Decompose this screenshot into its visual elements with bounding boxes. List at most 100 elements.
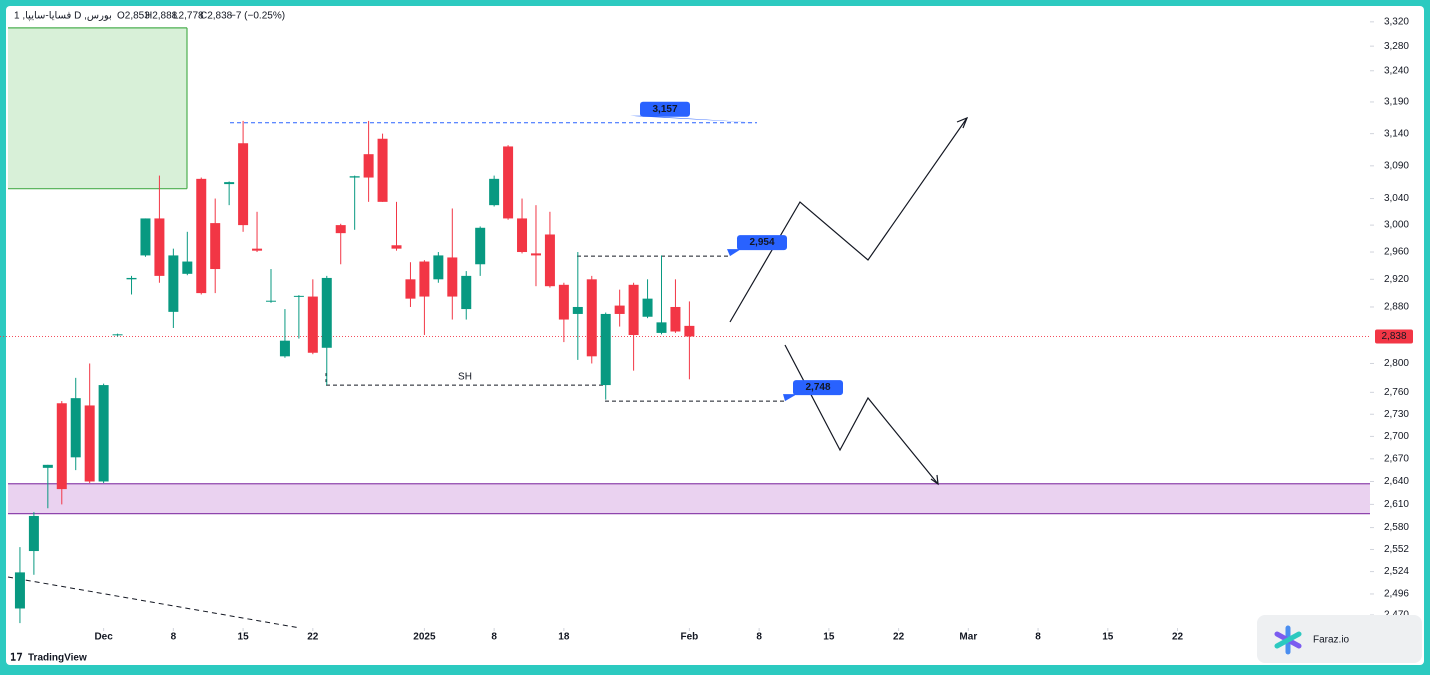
- zone: [8, 483, 1370, 514]
- zone: [8, 27, 187, 189]
- candle-body: [154, 218, 165, 276]
- candle-body: [586, 279, 597, 357]
- ohlc-open: O2,853: [117, 11, 150, 22]
- candle-body: [572, 306, 583, 314]
- x-tick-label: 22: [307, 632, 319, 643]
- candle-body: [307, 296, 318, 353]
- candle-body: [265, 300, 276, 302]
- candle-body: [126, 277, 137, 280]
- x-tick-label: Dec: [94, 632, 113, 643]
- y-tick-label: 2,496: [1384, 589, 1409, 600]
- candle-body: [168, 255, 179, 312]
- level-label: 2,748: [805, 382, 830, 393]
- y-tick-label: 3,280: [1384, 41, 1409, 52]
- trend-line: [7, 576, 301, 629]
- candle-body: [489, 178, 500, 206]
- x-tick-label: 8: [491, 632, 497, 643]
- y-tick-label: 3,320: [1384, 16, 1409, 27]
- y-tick-label: 2,524: [1384, 566, 1409, 577]
- candle-body: [42, 464, 53, 468]
- candle-body: [56, 403, 67, 490]
- candle-body: [98, 385, 109, 482]
- candle-body: [391, 245, 402, 249]
- ohlc-low: L2,778: [173, 11, 204, 22]
- candle-body: [558, 284, 569, 320]
- candle-body: [196, 178, 207, 294]
- y-tick-label: 3,090: [1384, 160, 1409, 171]
- y-tick-label: 2,580: [1384, 522, 1409, 533]
- label-pointer: [727, 249, 741, 257]
- site-badge: [1257, 615, 1422, 663]
- y-tick-label: 2,760: [1384, 387, 1409, 398]
- y-tick-label: 2,880: [1384, 302, 1409, 313]
- candle-body: [112, 334, 123, 336]
- y-tick-label: 3,240: [1384, 65, 1409, 76]
- candle-body: [656, 322, 667, 333]
- x-tick-label: 15: [1102, 632, 1114, 643]
- y-tick-label: 2,610: [1384, 499, 1409, 510]
- level-label-box: [737, 235, 787, 251]
- candle-body: [224, 182, 235, 185]
- candle-body: [140, 218, 151, 256]
- arrow-head: [956, 116, 969, 129]
- x-tick-label: 8: [756, 632, 762, 643]
- projection-down: [784, 344, 939, 485]
- x-tick-label: 18: [558, 632, 570, 643]
- x-tick-label: 15: [238, 632, 250, 643]
- candle-body: [642, 298, 653, 317]
- arrow-head: [930, 474, 939, 486]
- candle-body: [293, 295, 304, 297]
- candle-body: [210, 223, 221, 270]
- symbol: 1 ,فسایا-سایپا D ,بورس: [14, 11, 112, 22]
- candle-body: [684, 325, 695, 337]
- x-tick-label: 8: [171, 632, 177, 643]
- y-tick-label: 2,920: [1384, 274, 1409, 285]
- level-label-box: [793, 380, 843, 396]
- level-label: 2,954: [749, 237, 774, 248]
- tv-logo: 𝟣𝟩: [10, 653, 23, 664]
- y-tick-label: 2,670: [1384, 453, 1409, 464]
- candle-body: [279, 340, 290, 357]
- candle-body: [28, 515, 39, 552]
- y-tick-label: 3,040: [1384, 193, 1409, 204]
- candle-body: [349, 176, 360, 178]
- candle-body: [670, 306, 681, 332]
- x-tick-label: 22: [893, 632, 905, 643]
- candle-body: [447, 257, 458, 297]
- x-tick-label: 8: [1035, 632, 1041, 643]
- y-tick-label: 3,140: [1384, 128, 1409, 139]
- candle-body: [530, 253, 541, 256]
- ohlc-high: H2,888: [145, 11, 178, 22]
- candle-body: [321, 277, 332, 348]
- candle-body: [252, 248, 263, 251]
- candle-body: [503, 146, 514, 219]
- candle-body: [363, 154, 374, 178]
- candle-body: [405, 279, 416, 299]
- candle-body: [544, 234, 555, 287]
- y-tick-label: 2,800: [1384, 358, 1409, 369]
- x-tick-label: 2025: [413, 632, 436, 643]
- y-tick-label: 3,190: [1384, 97, 1409, 108]
- projection-up: [729, 117, 968, 323]
- label-pointer: [783, 394, 797, 402]
- candle-body: [517, 218, 528, 253]
- y-tick-label: 2,730: [1384, 409, 1409, 420]
- site-name: Faraz.io: [1313, 635, 1350, 646]
- y-tick-label: 2,552: [1384, 544, 1409, 555]
- chart-background: [6, 6, 1424, 665]
- ohlc-close: C2,838: [200, 11, 233, 22]
- platform: TradingView: [28, 653, 87, 664]
- y-tick-label: 2,640: [1384, 476, 1409, 487]
- candle-body: [614, 305, 625, 314]
- x-tick-label: Feb: [681, 632, 699, 643]
- candle-body: [419, 261, 430, 297]
- y-tick-label: 3,000: [1384, 220, 1409, 231]
- candle-body: [628, 284, 639, 336]
- last-price-label: 2,838: [1381, 331, 1406, 342]
- candle-body: [433, 255, 444, 280]
- candle-body: [14, 572, 25, 609]
- candle-body: [600, 313, 611, 386]
- candle-body: [70, 398, 81, 458]
- candle-body: [475, 227, 486, 265]
